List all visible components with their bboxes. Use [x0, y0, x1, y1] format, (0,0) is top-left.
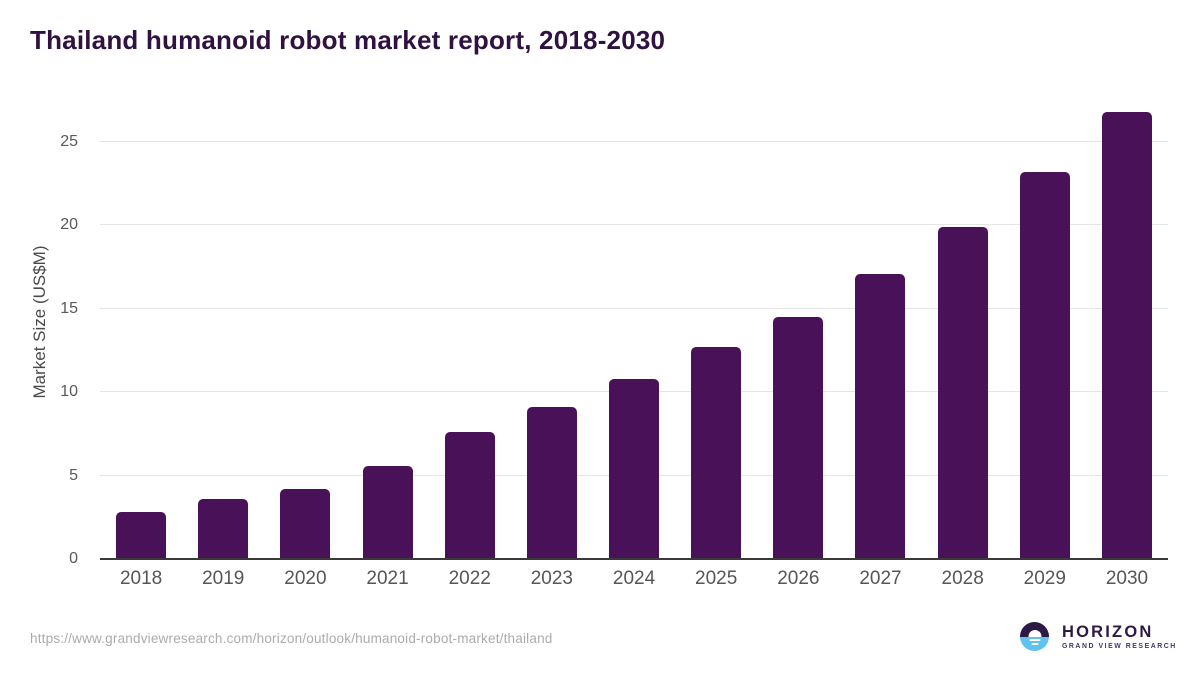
- x-tick-label-2019: 2019: [202, 568, 245, 589]
- bar-2019: [198, 498, 249, 559]
- y-tick-label-5: 5: [69, 466, 78, 484]
- bar-slot-2029: [1004, 100, 1086, 559]
- plot-area: [100, 100, 1168, 560]
- x-tick-label-2028: 2028: [941, 568, 984, 589]
- bar-2030: [1101, 111, 1152, 559]
- x-tick-label-2018: 2018: [119, 568, 163, 589]
- bar-2021: [362, 465, 413, 559]
- logo-text: HORIZON GRAND VIEW RESEARCH: [1062, 622, 1177, 650]
- bar-slot-2025: [675, 100, 757, 559]
- bar-slot-2020: [264, 100, 346, 559]
- x-tick-label-2021: 2021: [366, 568, 409, 589]
- bar-slot-2024: [593, 100, 675, 559]
- y-tick-label-0: 0: [69, 550, 78, 567]
- chart-title: Thailand humanoid robot market report, 2…: [30, 25, 666, 55]
- x-axis-tick-labels: 2018 2019 2020 2021 2022 2023 2024 2025 2026 2027…: [100, 568, 1168, 590]
- logo-sun-shape: [1028, 630, 1041, 637]
- logo-reflection-line-1: [1029, 638, 1040, 641]
- x-tick-label-2027: 2027: [859, 568, 902, 589]
- logo-sky-half: [1020, 622, 1049, 637]
- x-tick-label-2029: 2029: [1023, 568, 1066, 589]
- x-axis-line: [100, 558, 1168, 560]
- gridline-15: [100, 307, 1168, 309]
- logo-reflection-line-2: [1031, 642, 1038, 646]
- x-tick-label-2020: 2020: [284, 568, 327, 589]
- bar-2023: [526, 407, 577, 559]
- sunrise-circle-icon: [1020, 622, 1049, 651]
- y-tick-label-10: 10: [60, 383, 78, 401]
- bar-slot-2022: [429, 100, 511, 559]
- bar-slot-2027: [839, 100, 921, 559]
- x-tick-label-2030: 2030: [1105, 568, 1149, 589]
- x-tick-label-2023: 2023: [530, 568, 573, 589]
- gridline-25: [100, 140, 1168, 142]
- bar-slot-2021: [346, 100, 428, 559]
- bar-2024: [609, 378, 660, 559]
- bar-2025: [691, 347, 742, 559]
- bar-2026: [773, 316, 824, 559]
- gridline-20: [100, 224, 1168, 226]
- bar-slot-2026: [757, 100, 839, 559]
- y-tick-label-25: 25: [60, 132, 78, 150]
- bar-2022: [444, 432, 495, 559]
- bar-slot-2019: [182, 100, 264, 559]
- x-tick-label-2022: 2022: [448, 568, 491, 589]
- bar-slot-2018: [100, 100, 182, 559]
- x-tick-label-2024: 2024: [612, 568, 656, 589]
- y-tick-label-15: 15: [60, 299, 78, 317]
- bar-series: [100, 100, 1168, 559]
- source-url: https://www.grandviewresearch.com/horizo…: [30, 631, 553, 646]
- logo-brand-name: HORIZON: [1062, 622, 1154, 641]
- bar-2029: [1019, 171, 1070, 559]
- y-axis-tick-labels: 0 5 10 15 20 25: [0, 100, 88, 567]
- bar-2028: [937, 226, 988, 559]
- horizon-logo: HORIZON GRAND VIEW RESEARCH: [1020, 622, 1177, 651]
- bar-2020: [280, 488, 331, 559]
- bar-2027: [855, 273, 906, 559]
- x-tick-label-2026: 2026: [777, 568, 820, 589]
- y-tick-label-20: 20: [60, 216, 78, 234]
- bar-slot-2028: [922, 100, 1004, 559]
- bar-2018: [116, 512, 167, 559]
- bar-slot-2030: [1086, 100, 1168, 559]
- x-tick-label-2025: 2025: [695, 568, 738, 589]
- bar-slot-2023: [511, 100, 593, 559]
- logo-sub-brand-name: GRAND VIEW RESEARCH: [1062, 642, 1177, 650]
